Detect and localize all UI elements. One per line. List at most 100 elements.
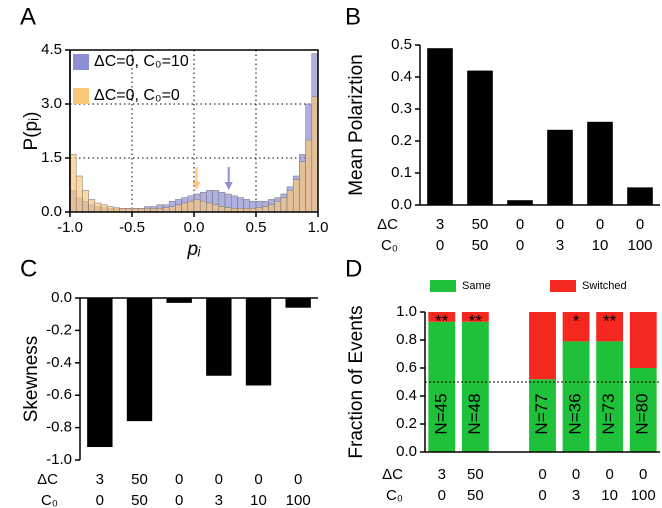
x-tick-label: -0.5 (119, 219, 145, 236)
bar (166, 298, 192, 303)
legend-swatch (73, 88, 89, 104)
y-axis-label: P(pᵢ) (21, 112, 42, 151)
significance: ** (603, 311, 617, 330)
bar-segment (562, 312, 590, 342)
histogram-bar (168, 206, 176, 213)
x-tick-label: 3 (436, 216, 444, 233)
x-tick-label: 100 (631, 487, 656, 504)
row-label: ΔC (382, 466, 403, 483)
x-tick-label: 0 (96, 492, 104, 508)
x-tick-label: 0 (636, 216, 644, 233)
bar-segment (562, 341, 590, 452)
y-axis-label: Skewness (21, 336, 42, 423)
y-tick-label: 0.0 (396, 443, 417, 460)
histogram-bar (212, 204, 220, 213)
histogram-bar (193, 199, 201, 213)
y-tick-label: 0.5 (391, 36, 412, 53)
legend-swatch (73, 54, 89, 70)
x-tick-label: 0 (436, 237, 444, 254)
histogram-bar (286, 190, 294, 213)
bar-segment (529, 312, 556, 380)
bar-segment (596, 341, 624, 452)
n-label: N=77 (532, 393, 551, 434)
y-tick-label: 0.4 (391, 68, 412, 85)
x-tick-label: 0 (438, 487, 446, 504)
x-tick-label: 0.0 (184, 219, 205, 236)
x-tick-label: 0 (538, 466, 546, 483)
y-tick-label: 0.0 (51, 289, 72, 306)
x-tick-label: 1.0 (308, 219, 329, 236)
x-tick-label: 0 (516, 216, 524, 233)
y-tick-label: 3.0 (41, 95, 62, 112)
y-tick-label: -0.4 (46, 354, 72, 371)
histogram-bar (292, 179, 300, 213)
x-tick-label: -1.0 (57, 219, 83, 236)
legend-label: Same (462, 280, 491, 292)
histogram-bar (218, 206, 226, 213)
x-axis-label: pᵢ (187, 239, 202, 260)
histogram-bar (181, 202, 189, 213)
n-label: N=36 (566, 393, 585, 434)
histogram-bar (94, 202, 102, 213)
histogram-bar (88, 199, 96, 213)
x-tick-label: 0 (294, 471, 302, 488)
n-label: N=73 (599, 393, 618, 434)
bar (587, 121, 613, 205)
x-tick-label: 0 (572, 466, 580, 483)
legend-label: ΔC=0, C₀=0 (94, 87, 180, 104)
x-tick-label: 0 (605, 466, 613, 483)
x-tick-label: 0 (516, 237, 524, 254)
y-tick-label: 0.2 (391, 132, 412, 149)
bar-segment (461, 321, 489, 452)
arrow (224, 167, 233, 190)
bar (126, 298, 153, 422)
histogram-bar (82, 190, 89, 213)
histogram-bar (175, 204, 182, 213)
y-tick-label: 0.1 (391, 164, 412, 181)
x-tick-label: 50 (131, 492, 148, 508)
x-tick-label: 3 (572, 487, 580, 504)
x-tick-label: 100 (627, 237, 652, 254)
x-tick-label: 50 (467, 466, 484, 483)
y-tick-label: 1.0 (396, 303, 417, 320)
x-tick-label: 3 (96, 471, 104, 488)
legend-swatch (430, 280, 456, 292)
n-label: N=80 (633, 393, 652, 434)
y-tick-label: 0.4 (396, 387, 417, 404)
significance: ** (469, 311, 483, 330)
histogram-bar (280, 197, 288, 213)
significance: * (573, 311, 580, 330)
x-tick-label: 0.5 (246, 219, 267, 236)
x-tick-label: 0 (556, 216, 564, 233)
panel-label: B (345, 3, 361, 30)
x-tick-label: 0 (538, 487, 546, 504)
bar (427, 48, 453, 206)
bar-segment (428, 321, 456, 452)
bar-segment (428, 312, 456, 322)
histogram-bar (75, 175, 83, 213)
histogram-bar (187, 200, 195, 213)
x-tick-label: 0 (254, 471, 262, 488)
legend-label: Switched (582, 280, 627, 292)
x-tick-label: 10 (250, 492, 267, 508)
y-tick-label: -0.8 (46, 419, 72, 436)
y-tick-label: -1.0 (46, 451, 72, 468)
bar (87, 298, 113, 448)
legend-swatch (550, 280, 576, 292)
bar (627, 187, 653, 205)
histogram-bar (199, 200, 207, 213)
histogram-bar (274, 200, 282, 213)
bar-segment (529, 379, 556, 452)
row-label: ΔC (37, 471, 58, 488)
n-label: N=48 (465, 393, 484, 434)
y-tick-label: 0.8 (396, 331, 417, 348)
panel-label: A (20, 3, 36, 30)
bar (245, 298, 272, 386)
histogram-bar (268, 204, 275, 213)
panel-label: D (345, 255, 362, 282)
row-label: ΔC (377, 216, 398, 233)
x-tick-label: 10 (601, 487, 618, 504)
arrow-head (224, 182, 233, 190)
y-tick-label: -0.6 (46, 386, 72, 403)
x-tick-label: 0 (639, 466, 647, 483)
